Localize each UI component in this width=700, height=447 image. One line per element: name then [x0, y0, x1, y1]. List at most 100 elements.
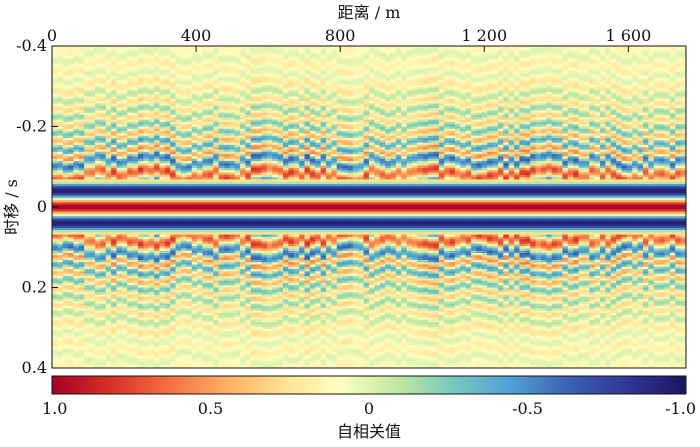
heatmap-cell — [154, 257, 161, 261]
heatmap-cell — [170, 71, 177, 75]
heatmap-cell — [191, 186, 198, 190]
heatmap-cell — [121, 46, 128, 49]
heatmap-cell — [132, 57, 139, 61]
heatmap-cell — [52, 188, 58, 192]
heatmap-cell — [207, 236, 214, 240]
heatmap-cell — [52, 342, 58, 346]
heatmap-cell — [132, 223, 139, 226]
heatmap-cell — [116, 209, 123, 213]
heatmap-cell — [84, 253, 91, 256]
heatmap-cell — [100, 239, 107, 243]
heatmap-cell — [159, 239, 166, 243]
heatmap-cell — [191, 257, 198, 261]
heatmap-cell — [164, 345, 171, 348]
heatmap-cell — [94, 135, 101, 139]
heatmap-cell — [197, 324, 204, 328]
heatmap-cell — [186, 220, 193, 224]
heatmap-cell — [223, 273, 230, 277]
heatmap-cell — [94, 317, 101, 321]
heatmap-cell — [234, 64, 241, 68]
heatmap-cell — [62, 333, 69, 337]
heatmap-cell — [207, 75, 214, 79]
heatmap-cell — [213, 351, 220, 355]
heatmap-cell — [143, 71, 150, 75]
heatmap-cell — [175, 278, 182, 282]
heatmap-cell — [197, 331, 204, 335]
heatmap-cell — [154, 174, 161, 178]
heatmap-cell — [154, 322, 161, 325]
heatmap-cell — [180, 294, 187, 298]
heatmap-cell — [52, 308, 58, 312]
heatmap-cell — [84, 326, 91, 330]
heatmap-cell — [89, 62, 96, 65]
heatmap-cell — [223, 190, 230, 194]
heatmap-cell — [229, 227, 236, 231]
heatmap-cell — [240, 253, 247, 256]
heatmap-cell — [213, 331, 220, 335]
heatmap-cell — [94, 128, 101, 132]
heatmap-cell — [159, 151, 166, 155]
heatmap-cell — [137, 326, 144, 330]
heatmap-cell — [111, 331, 118, 335]
heatmap-cell — [213, 227, 220, 231]
heatmap-cell — [229, 193, 236, 197]
heatmap-cell — [234, 163, 241, 167]
heatmap-cell — [197, 303, 204, 307]
heatmap-cell — [159, 356, 166, 360]
heatmap-cell — [159, 262, 166, 266]
heatmap-cell — [191, 218, 198, 222]
heatmap-cell — [159, 147, 166, 151]
heatmap-cell — [143, 112, 150, 116]
heatmap-cell — [148, 351, 155, 355]
heatmap-cell — [143, 147, 150, 151]
heatmap-cell — [127, 200, 134, 203]
heatmap-cell — [121, 243, 128, 247]
heatmap-cell — [127, 121, 134, 125]
heatmap-cell — [164, 262, 171, 266]
heatmap-cell — [78, 287, 85, 291]
heatmap-cell — [143, 177, 150, 180]
heatmap-cell — [164, 280, 171, 284]
heatmap-cell — [223, 253, 230, 256]
heatmap-cell — [223, 92, 230, 95]
heatmap-cell — [191, 264, 198, 268]
heatmap-cell — [223, 149, 230, 153]
heatmap-cell — [202, 333, 209, 337]
heatmap-cell — [52, 124, 58, 128]
heatmap-cell — [207, 89, 214, 93]
heatmap-cell — [52, 92, 58, 95]
heatmap-cell — [180, 161, 187, 164]
heatmap-cell — [68, 310, 75, 314]
heatmap-cell — [207, 128, 214, 132]
heatmap-cell — [191, 204, 198, 208]
heatmap-cell — [170, 133, 177, 137]
heatmap-cell — [111, 276, 118, 279]
heatmap-cell — [175, 124, 182, 128]
heatmap-cell — [191, 280, 198, 284]
heatmap-cell — [62, 225, 69, 229]
heatmap-cell — [132, 213, 139, 217]
heatmap-cell — [143, 333, 150, 337]
heatmap-cell — [84, 156, 91, 160]
heatmap-cell — [159, 248, 166, 252]
heatmap-cell — [132, 225, 139, 229]
heatmap-cell — [94, 271, 101, 275]
heatmap-cell — [62, 354, 69, 358]
heatmap-cell — [127, 149, 134, 153]
heatmap-cell — [68, 227, 75, 231]
heatmap-cell — [186, 105, 193, 109]
heatmap-cell — [62, 121, 69, 125]
heatmap-cell — [143, 234, 150, 238]
heatmap-cell — [186, 64, 193, 68]
heatmap-cell — [62, 345, 69, 348]
heatmap-cell — [180, 188, 187, 192]
heatmap-cell — [213, 124, 220, 128]
heatmap-cell — [78, 92, 85, 95]
heatmap-cell — [143, 121, 150, 125]
heatmap-cell — [229, 262, 236, 266]
heatmap-cell — [207, 278, 214, 282]
heatmap-cell — [127, 94, 134, 98]
heatmap-cell — [197, 273, 204, 277]
heatmap-cell — [180, 133, 187, 137]
heatmap-cell — [148, 126, 155, 130]
